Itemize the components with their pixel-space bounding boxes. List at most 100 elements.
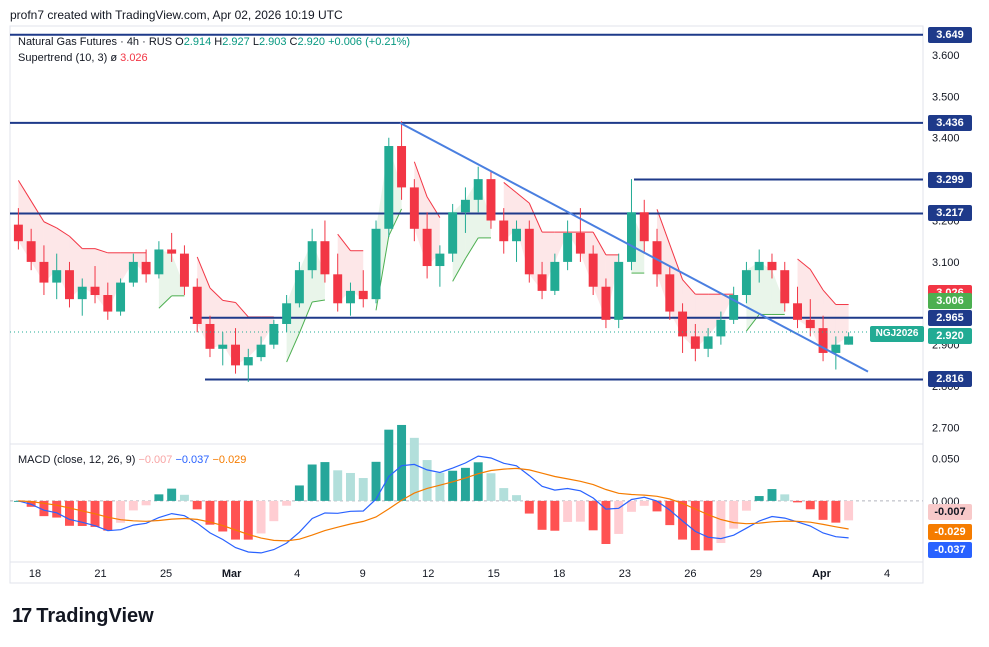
macd-histogram-bar — [729, 500, 739, 529]
macd-histogram-bar — [371, 461, 381, 501]
candle-body — [320, 241, 330, 275]
change-value: +0.006 (+0.21%) — [328, 36, 411, 48]
candle-body — [435, 253, 445, 267]
time-tick-label: 23 — [619, 568, 631, 580]
candle-body — [499, 220, 509, 242]
time-axis: 18 21 25 Mar 4 9 12 15 18 23 26 29 Apr 4 — [29, 568, 890, 580]
macd-histogram-bar — [435, 472, 445, 501]
candle-body — [103, 295, 113, 312]
macd-histogram-bar — [294, 485, 304, 501]
close-value: 2.920 — [297, 36, 326, 48]
time-tick-label: 18 — [553, 568, 565, 580]
candle-body — [780, 270, 790, 304]
candle-body — [358, 290, 368, 300]
candle-body — [128, 261, 138, 283]
macd-histogram-bar — [550, 500, 560, 531]
candle-body — [716, 319, 726, 337]
supertrend-line — [656, 209, 671, 245]
candle-body — [231, 344, 240, 366]
candle-body — [192, 286, 202, 324]
candle-body — [333, 274, 343, 304]
high-label: H — [214, 36, 223, 48]
supertrend-line — [465, 237, 479, 259]
open-value: 2.914 — [183, 36, 212, 48]
price-tag: 2.920 — [928, 328, 972, 345]
candle-body — [116, 282, 126, 312]
candle-body — [460, 199, 470, 213]
macd-histogram-bar — [460, 467, 470, 501]
candle-body — [141, 261, 151, 275]
candle-body — [409, 187, 419, 229]
macd-histogram-bar — [601, 500, 611, 544]
chart-canvas[interactable]: 2.7002.8002.9003.0003.1003.2003.3003.400… — [0, 0, 989, 590]
macd-legend: MACD (close, 12, 26, 9) −0.007 −0.037 −0… — [18, 454, 246, 466]
supertrend-line — [286, 332, 300, 363]
time-tick-label: 15 — [488, 568, 500, 580]
supertrend-line — [209, 287, 224, 301]
candle-body — [524, 228, 534, 275]
macd-histogram-bar — [499, 488, 509, 501]
supertrend-label: Supertrend (10, 3) — [18, 52, 108, 64]
time-tick-label: Apr — [812, 568, 832, 580]
low-label: L — [252, 36, 259, 48]
macd-histogram-bar — [473, 462, 483, 501]
candle-body — [26, 241, 36, 262]
time-tick-label: 4 — [294, 568, 300, 580]
supertrend-line — [30, 200, 45, 223]
candle-body — [588, 253, 598, 287]
candle-body — [537, 274, 547, 291]
macd-tag: -0.007 — [928, 504, 972, 520]
trendline — [399, 121, 869, 373]
price-tag: 3.649 — [928, 26, 972, 43]
candle-body — [741, 270, 751, 296]
macd-hist-value: −0.007 — [138, 454, 173, 466]
supertrend-line — [158, 295, 173, 309]
price-tag: 3.299 — [928, 171, 972, 188]
macd-line-value: −0.037 — [175, 454, 210, 466]
candle-body — [294, 270, 304, 304]
tradingview-mark-icon: 17 — [12, 605, 32, 627]
candle-body — [307, 241, 317, 271]
macd-histogram-bar — [588, 500, 598, 531]
macd-tag: -0.037 — [928, 542, 972, 558]
candle-body — [729, 295, 739, 320]
time-tick-label: 4 — [884, 568, 890, 580]
candle-body — [550, 261, 560, 291]
candle-body — [154, 249, 164, 275]
macd-label: MACD (close, 12, 26, 9) — [18, 454, 136, 466]
supertrend-line — [528, 202, 543, 233]
candle-body — [805, 319, 815, 329]
macd-histogram-bar — [716, 500, 726, 544]
candle-body — [639, 212, 649, 242]
candle-body — [52, 270, 62, 283]
supertrend-fill — [708, 294, 721, 337]
candle-body — [13, 224, 23, 242]
candle-body — [167, 249, 177, 254]
time-tick-label: 18 — [29, 568, 41, 580]
candle-body — [218, 344, 228, 349]
logo-text: TradingView — [36, 605, 154, 627]
time-tick-label: 12 — [422, 568, 434, 580]
tradingview-logo: 17 TradingView — [12, 605, 154, 628]
supertrend-fill — [120, 252, 134, 283]
supertrend-line — [682, 279, 696, 295]
macd-histogram-bar — [665, 500, 675, 526]
candle-body — [831, 344, 841, 353]
macd-histogram-bar — [563, 500, 573, 522]
ticker-tag: NGJ2026 — [870, 326, 924, 342]
macd-histogram-bar — [652, 500, 662, 512]
candle-body — [422, 228, 432, 267]
macd-histogram-bar — [831, 500, 841, 523]
supertrend-line — [312, 299, 326, 303]
candle-body — [601, 286, 611, 320]
macd-histogram-bar — [793, 500, 802, 503]
macd-histogram-bar — [205, 500, 215, 525]
price-tick-label: 2.700 — [932, 422, 960, 434]
macd-histogram-bar — [409, 437, 419, 501]
macd-histogram-bar — [116, 500, 126, 523]
chart-header: profn7 created with TradingView.com, Apr… — [10, 8, 343, 22]
macd-histogram-bar — [627, 500, 636, 512]
price-tick-label: 3.500 — [932, 91, 960, 103]
supertrend-fill — [350, 250, 364, 300]
